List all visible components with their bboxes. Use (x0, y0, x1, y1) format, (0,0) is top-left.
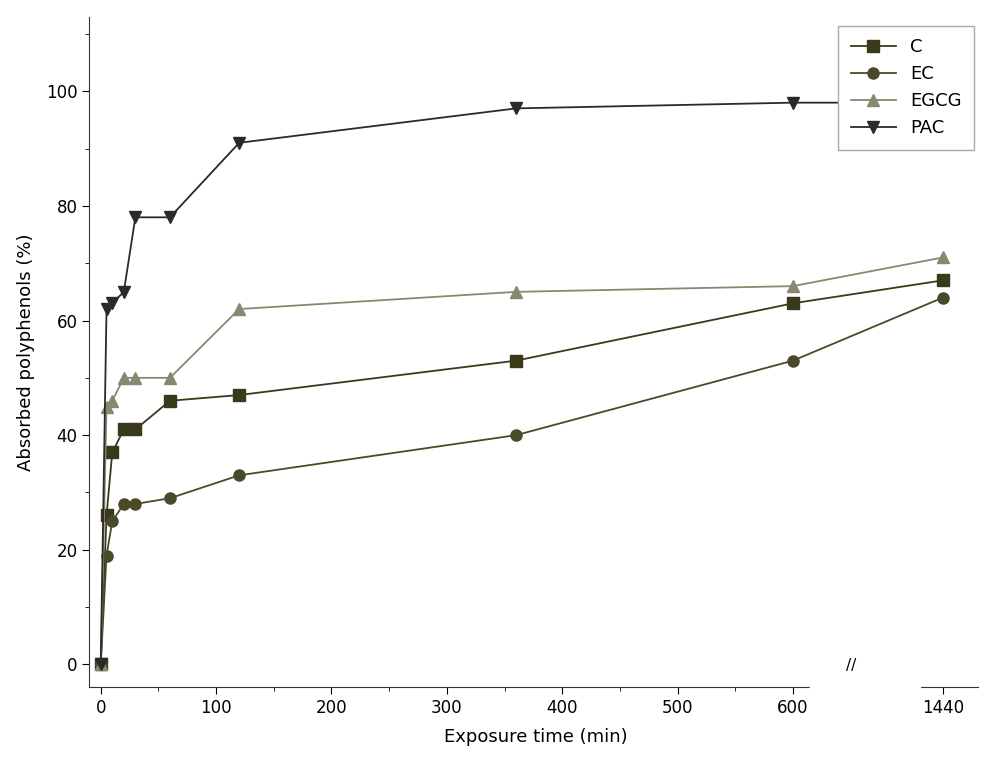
Y-axis label: Absorbed polyphenols (%): Absorbed polyphenols (%) (17, 233, 35, 471)
EGCG (118, 373, 130, 382)
EGCG (101, 402, 113, 411)
EC (937, 293, 949, 302)
EC (118, 500, 130, 509)
C (95, 660, 107, 669)
EC (101, 551, 113, 560)
EGCG (106, 396, 118, 405)
EGCG (510, 287, 522, 296)
Line: EC: EC (95, 292, 949, 670)
PAC (118, 287, 130, 296)
EC (129, 500, 141, 509)
Line: PAC: PAC (95, 97, 949, 670)
Line: C: C (95, 275, 949, 670)
Line: EGCG: EGCG (95, 252, 949, 670)
EGCG (787, 282, 799, 291)
C (233, 391, 245, 400)
PAC (510, 104, 522, 113)
PAC (233, 138, 245, 147)
C (510, 356, 522, 365)
PAC (101, 304, 113, 314)
EGCG (95, 660, 107, 669)
Bar (810, 684, 920, 691)
Text: //: // (846, 658, 856, 673)
EC (233, 471, 245, 480)
EC (95, 660, 107, 669)
PAC (95, 660, 107, 669)
EGCG (164, 373, 176, 382)
PAC (787, 98, 799, 108)
PAC (937, 98, 949, 108)
EC (106, 517, 118, 526)
EGCG (937, 253, 949, 262)
PAC (106, 299, 118, 308)
PAC (164, 213, 176, 222)
C (101, 511, 113, 520)
X-axis label: Exposure time (min): Exposure time (min) (444, 729, 628, 746)
EC (164, 494, 176, 503)
C (118, 425, 130, 434)
EC (510, 430, 522, 439)
EGCG (129, 373, 141, 382)
C (787, 299, 799, 308)
EC (787, 356, 799, 365)
C (129, 425, 141, 434)
EGCG (233, 304, 245, 314)
PAC (129, 213, 141, 222)
C (937, 275, 949, 285)
Legend: C, EC, EGCG, PAC: C, EC, EGCG, PAC (838, 26, 974, 150)
C (164, 396, 176, 405)
C (106, 448, 118, 457)
